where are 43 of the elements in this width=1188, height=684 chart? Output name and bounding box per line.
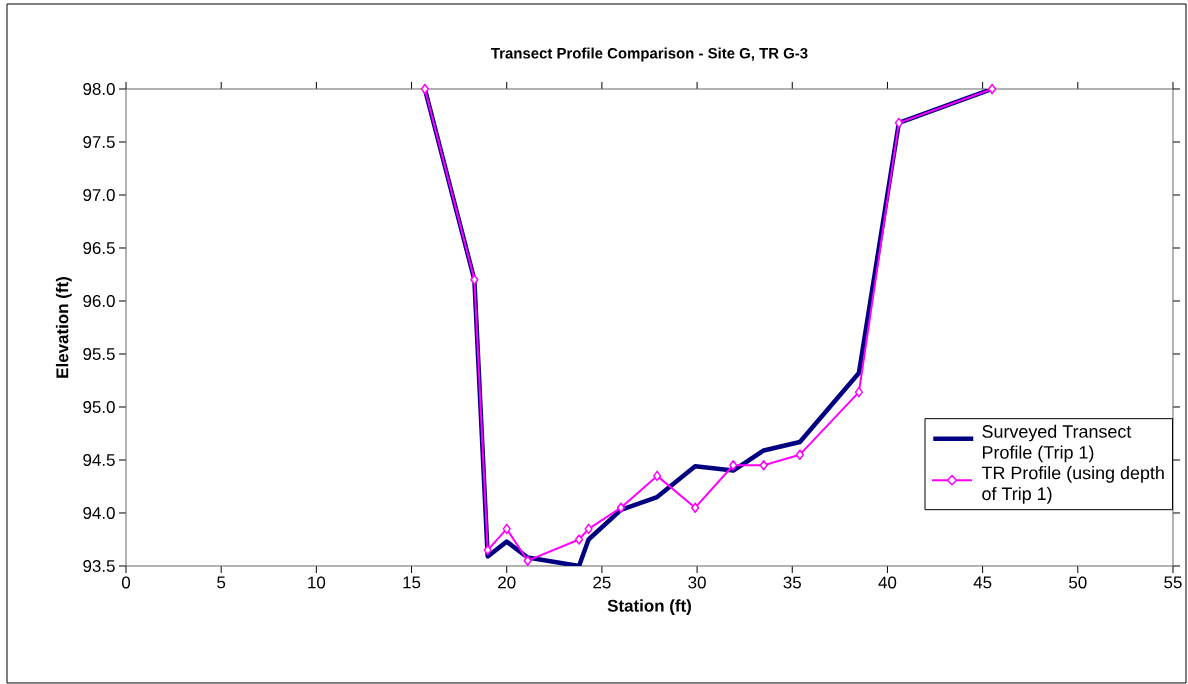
point xyxy=(894,117,903,129)
x-tick-label: 35 xyxy=(783,576,801,589)
y-tick-label: 95.5 xyxy=(83,347,115,360)
x-tick-label: 45 xyxy=(973,576,992,589)
point xyxy=(759,460,768,471)
y-tick-label: 93.5 xyxy=(83,559,115,572)
x-tick-label: 50 xyxy=(1069,576,1087,589)
x-tick-label: 55 xyxy=(1164,576,1182,589)
x-tick-label: 40 xyxy=(878,576,897,589)
y-axis-title: Elevation (ft) xyxy=(55,277,72,378)
chart-title: Transect Profile Comparison - Site G, TR G-3 xyxy=(491,47,808,62)
y-tick-label: 97.5 xyxy=(83,135,115,148)
point xyxy=(616,502,626,513)
point xyxy=(729,460,738,471)
point xyxy=(795,449,804,460)
x-tick-label: 15 xyxy=(403,576,421,589)
x-axis-title: Station (ft) xyxy=(607,599,691,616)
y-tick-label: 98.0 xyxy=(83,82,115,95)
point xyxy=(483,544,492,556)
point xyxy=(584,523,593,535)
point xyxy=(854,386,864,398)
legend-label: TR Profile (using depth of Trip 1) xyxy=(981,466,1164,504)
x-tick-label: 20 xyxy=(498,576,516,589)
point xyxy=(502,523,511,535)
point xyxy=(470,274,479,286)
point xyxy=(523,555,532,566)
y-tick-label: 96.0 xyxy=(83,294,115,307)
x-tick-label: 5 xyxy=(217,576,226,589)
point xyxy=(988,83,997,95)
y-tick-label: 95.0 xyxy=(83,400,115,413)
point xyxy=(420,83,429,95)
y-tick-label: 94.0 xyxy=(83,506,115,519)
y-tick-label: 97.0 xyxy=(83,188,115,201)
point xyxy=(574,534,584,545)
x-tick-label: 10 xyxy=(308,576,326,589)
legend-label: Surveyed Transect Profile (Trip 1) xyxy=(982,424,1132,463)
point xyxy=(652,470,662,482)
x-tick-label: 25 xyxy=(593,576,611,589)
point xyxy=(691,502,700,513)
y-tick-label: 94.5 xyxy=(83,453,115,466)
y-tick-label: 96.5 xyxy=(83,241,115,254)
x-tick-label: 30 xyxy=(688,576,706,589)
x-tick-label: 0 xyxy=(121,576,131,589)
